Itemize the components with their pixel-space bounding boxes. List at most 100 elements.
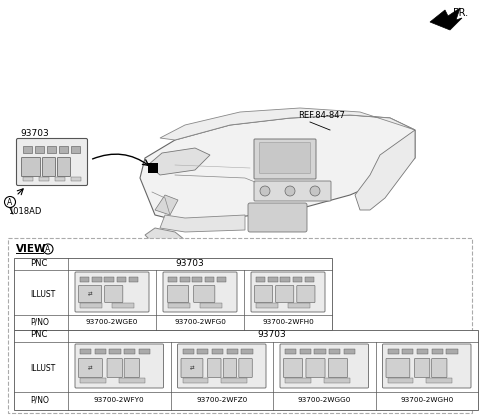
FancyBboxPatch shape (260, 142, 311, 173)
FancyBboxPatch shape (254, 139, 316, 179)
Bar (8, 238, 472, 413)
Bar (221, 378, 247, 383)
Bar (197, 349, 208, 354)
Bar (55, 177, 65, 181)
Circle shape (4, 197, 15, 207)
Text: 93703: 93703 (20, 129, 49, 138)
Bar (432, 349, 443, 354)
Text: 93700-2WGH0: 93700-2WGH0 (400, 397, 454, 403)
Text: 1018AD: 1018AD (8, 207, 41, 216)
FancyBboxPatch shape (280, 344, 369, 388)
Text: VIEW: VIEW (16, 244, 47, 254)
Text: ⇄: ⇄ (190, 365, 194, 370)
Bar (14, 330, 478, 410)
Polygon shape (430, 8, 462, 30)
Bar (129, 277, 138, 282)
Polygon shape (160, 108, 415, 140)
Bar (105, 277, 114, 282)
FancyBboxPatch shape (75, 272, 149, 312)
Bar (417, 349, 428, 354)
Bar (47, 146, 56, 153)
Bar (71, 146, 80, 153)
Bar (285, 349, 296, 354)
Bar (80, 378, 106, 383)
Text: REF.84-847: REF.84-847 (298, 111, 345, 120)
Text: 93700-2WGE0: 93700-2WGE0 (86, 319, 138, 325)
Text: 93700-2WFG0: 93700-2WFG0 (174, 319, 226, 325)
Text: P/NO: P/NO (30, 318, 49, 326)
Bar (23, 177, 33, 181)
Text: 93703: 93703 (258, 330, 287, 339)
Bar (256, 303, 277, 308)
FancyBboxPatch shape (194, 286, 215, 302)
Bar (201, 303, 222, 308)
Text: 93700-2WFZ0: 93700-2WFZ0 (196, 397, 247, 403)
Bar (95, 349, 106, 354)
Text: 93700-2WFY0: 93700-2WFY0 (94, 397, 144, 403)
Polygon shape (160, 215, 245, 232)
FancyBboxPatch shape (208, 359, 221, 378)
Bar (92, 277, 102, 282)
Bar (324, 378, 350, 383)
FancyBboxPatch shape (248, 203, 307, 232)
Text: 93700-2WGG0: 93700-2WGG0 (298, 397, 351, 403)
Bar (119, 378, 145, 383)
Text: PNC: PNC (30, 259, 48, 268)
Bar (402, 349, 413, 354)
Text: PNC: PNC (30, 330, 48, 339)
Bar (241, 349, 252, 354)
FancyBboxPatch shape (105, 286, 123, 302)
Circle shape (310, 186, 320, 196)
Bar (124, 349, 135, 354)
Bar (80, 349, 91, 354)
FancyBboxPatch shape (306, 359, 325, 378)
Polygon shape (140, 115, 415, 220)
FancyBboxPatch shape (16, 139, 87, 186)
Text: ⇄: ⇄ (88, 291, 93, 297)
Bar (300, 349, 311, 354)
FancyBboxPatch shape (297, 286, 315, 302)
FancyBboxPatch shape (386, 359, 410, 378)
Bar (280, 277, 290, 282)
Bar (59, 146, 68, 153)
Bar (112, 303, 134, 308)
FancyBboxPatch shape (251, 272, 325, 312)
Bar (227, 349, 238, 354)
FancyBboxPatch shape (284, 359, 302, 378)
Bar (139, 349, 150, 354)
Bar (14, 258, 332, 330)
Bar (39, 177, 49, 181)
Bar (314, 349, 325, 354)
Bar (256, 277, 265, 282)
Bar (212, 349, 223, 354)
Bar (80, 303, 102, 308)
FancyBboxPatch shape (79, 286, 102, 302)
FancyBboxPatch shape (43, 158, 56, 176)
Bar (344, 349, 355, 354)
Bar (182, 378, 208, 383)
Polygon shape (155, 195, 178, 215)
Bar (71, 177, 81, 181)
Text: ⇄: ⇄ (88, 365, 93, 370)
Text: ILLUST: ILLUST (30, 289, 55, 299)
Bar (80, 277, 89, 282)
FancyBboxPatch shape (22, 158, 40, 176)
Bar (288, 303, 310, 308)
FancyBboxPatch shape (276, 286, 294, 302)
Bar (168, 277, 178, 282)
Text: 93700-2WFH0: 93700-2WFH0 (262, 319, 314, 325)
Text: P/NO: P/NO (30, 396, 49, 404)
Bar (293, 277, 302, 282)
Text: 93703: 93703 (176, 259, 204, 268)
Bar (182, 349, 194, 354)
Bar (305, 277, 314, 282)
FancyBboxPatch shape (168, 286, 189, 302)
FancyBboxPatch shape (107, 359, 122, 378)
FancyBboxPatch shape (178, 344, 266, 388)
Bar (148, 163, 158, 173)
FancyBboxPatch shape (79, 359, 102, 378)
Circle shape (260, 186, 270, 196)
Bar (285, 378, 311, 383)
Bar (329, 349, 340, 354)
Text: FR.: FR. (453, 8, 468, 18)
